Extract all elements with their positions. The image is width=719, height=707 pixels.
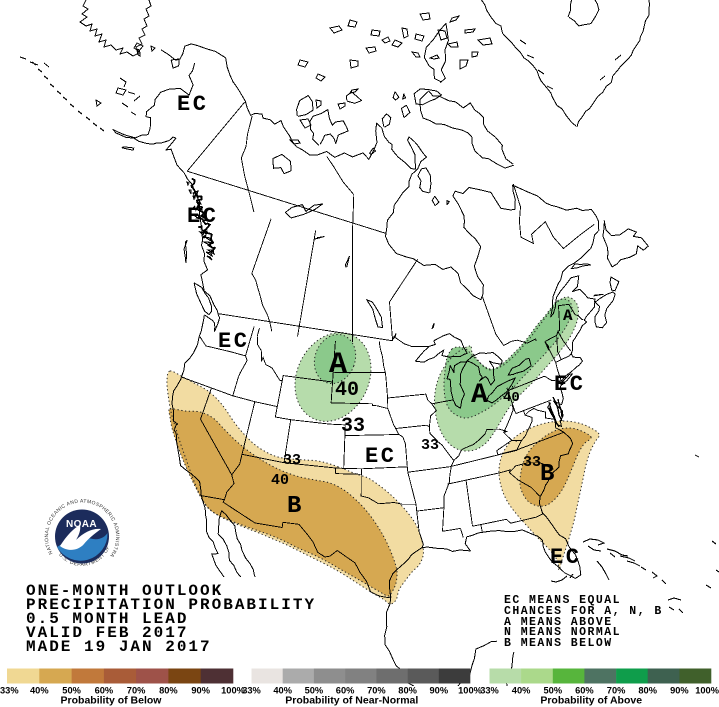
- svg-text:N MEANS NORMAL: N MEANS NORMAL: [504, 626, 621, 639]
- svg-text:MADE 19 JAN 2017: MADE 19 JAN 2017: [26, 638, 212, 656]
- svg-text:EC: EC: [187, 204, 218, 229]
- svg-text:A: A: [471, 380, 489, 411]
- svg-text:40: 40: [271, 472, 289, 489]
- svg-text:EC: EC: [177, 92, 208, 117]
- svg-text:90%: 90%: [670, 686, 689, 696]
- svg-text:100%: 100%: [695, 686, 719, 696]
- svg-text:33%: 33%: [0, 686, 19, 696]
- svg-text:60%: 60%: [575, 686, 594, 696]
- svg-text:33%: 33%: [480, 686, 499, 696]
- svg-text:NOAA: NOAA: [66, 519, 97, 530]
- svg-text:80%: 80%: [398, 686, 417, 696]
- svg-text:60%: 60%: [95, 686, 114, 696]
- svg-text:100%: 100%: [458, 686, 483, 696]
- svg-text:70%: 70%: [367, 686, 386, 696]
- svg-text:70%: 70%: [607, 686, 626, 696]
- svg-text:70%: 70%: [127, 686, 146, 696]
- svg-text:Probability of Near-Normal: Probability of Near-Normal: [285, 695, 418, 707]
- svg-text:Probability of Above: Probability of Above: [540, 695, 642, 707]
- svg-text:EC: EC: [554, 372, 585, 397]
- svg-text:50%: 50%: [62, 686, 81, 696]
- svg-text:EC: EC: [550, 545, 581, 570]
- svg-text:50%: 50%: [543, 686, 562, 696]
- svg-text:80%: 80%: [638, 686, 657, 696]
- svg-text:33: 33: [283, 452, 301, 469]
- svg-text:B: B: [540, 461, 556, 488]
- svg-text:ONE-MONTH OUTLOOK: ONE-MONTH OUTLOOK: [26, 582, 223, 600]
- svg-text:90%: 90%: [429, 686, 448, 696]
- svg-text:EC MEANS EQUAL: EC MEANS EQUAL: [504, 594, 621, 607]
- svg-text:PRECIPITATION PROBABILITY: PRECIPITATION PROBABILITY: [26, 596, 316, 614]
- svg-text:VALID FEB 2017: VALID FEB 2017: [26, 624, 188, 642]
- svg-text:CHANCES FOR A, N, B: CHANCES FOR A, N, B: [504, 605, 663, 618]
- svg-text:50%: 50%: [305, 686, 324, 696]
- svg-text:0.5 MONTH LEAD: 0.5 MONTH LEAD: [26, 610, 188, 628]
- svg-text:A MEANS ABOVE: A MEANS ABOVE: [504, 616, 613, 629]
- svg-text:33: 33: [523, 454, 541, 471]
- svg-text:40%: 40%: [273, 686, 292, 696]
- svg-text:A: A: [329, 348, 349, 382]
- svg-text:B MEANS BELOW: B MEANS BELOW: [504, 637, 613, 650]
- svg-text:40%: 40%: [512, 686, 531, 696]
- svg-text:A: A: [563, 307, 574, 325]
- svg-text:B: B: [287, 493, 303, 520]
- svg-text:60%: 60%: [336, 686, 355, 696]
- svg-text:40: 40: [335, 379, 359, 402]
- svg-text:90%: 90%: [191, 686, 210, 696]
- svg-text:80%: 80%: [159, 686, 178, 696]
- svg-text:100%: 100%: [221, 686, 246, 696]
- svg-text:33%: 33%: [242, 686, 261, 696]
- svg-text:Probability of Below: Probability of Below: [61, 695, 163, 707]
- svg-text:33: 33: [341, 415, 365, 438]
- svg-text:EC: EC: [218, 329, 249, 354]
- svg-text:40: 40: [503, 390, 520, 406]
- svg-text:EC: EC: [365, 444, 396, 469]
- svg-text:33: 33: [421, 437, 439, 454]
- svg-text:40%: 40%: [30, 686, 49, 696]
